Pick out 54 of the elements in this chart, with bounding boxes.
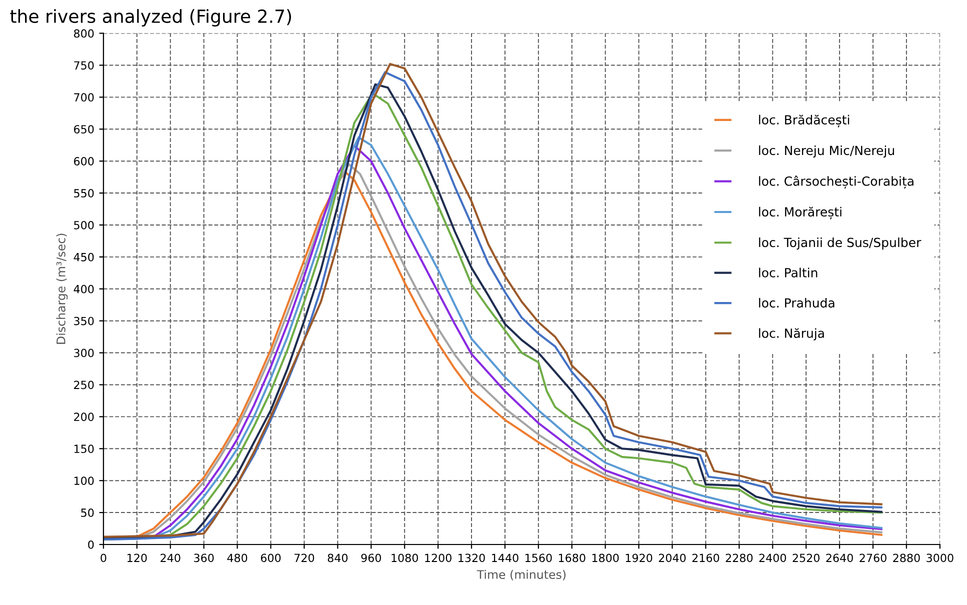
x-tick-label: 2160 <box>692 554 720 562</box>
y-tick-label: 150 <box>74 444 94 454</box>
y-tick-label: 450 <box>74 252 94 262</box>
y-tick-label: 350 <box>74 316 94 326</box>
legend-label: loc. Năruja <box>759 328 824 340</box>
y-tick-label: 650 <box>74 125 94 134</box>
x-tick-label: 1080 <box>392 554 418 562</box>
y-tick-label: 100 <box>74 476 94 485</box>
x-tick-label: 1200 <box>425 554 452 562</box>
x-tick-label: 960 <box>361 554 381 562</box>
legend-label: loc. Tojanii de Sus/Spulber <box>759 237 922 250</box>
text: the rivers analyzed (Figure 2.7) <box>10 9 292 27</box>
legend-label: loc. Paltin <box>759 268 818 278</box>
y-tick-label: 400 <box>74 284 94 294</box>
x-tick-label: 2520 <box>792 554 820 562</box>
x-tick-label: 2040 <box>658 554 686 562</box>
y-tick-label: 300 <box>74 348 94 358</box>
x-tick-label: 360 <box>194 554 214 562</box>
x-axis-title: Time (minutes) <box>476 570 566 580</box>
x-tick-label: 2280 <box>726 554 753 562</box>
x-tick-label: 2880 <box>893 554 920 562</box>
x-tick-label: 1800 <box>592 554 619 562</box>
legend-label: loc. Cârsochești-Corabița <box>759 176 914 189</box>
y-axis-title: Discharge (m³/sec) <box>56 234 68 344</box>
x-tick-label: 0 <box>100 554 106 562</box>
y-tick-label: 600 <box>74 157 94 166</box>
x-tick-label: 2760 <box>860 554 886 562</box>
x-tick-label: 240 <box>160 554 180 562</box>
y-tick-label: 500 <box>74 220 94 230</box>
y-tick-label: 50 <box>81 508 94 517</box>
x-tick-label: 600 <box>260 554 281 562</box>
x-tick-label: 1680 <box>558 554 586 562</box>
x-tick-label: 120 <box>128 554 147 562</box>
y-tick-label: 700 <box>74 93 94 102</box>
x-tick-label: 1920 <box>626 554 652 562</box>
x-tick-label: 720 <box>294 554 314 562</box>
x-tick-label: 3000 <box>926 554 954 562</box>
y-tick-label: 550 <box>74 189 94 198</box>
y-tick-label: 0 <box>88 540 94 549</box>
y-tick-label: 750 <box>74 61 94 70</box>
legend-label: loc. Prahuda <box>759 298 834 308</box>
legend-label: loc. Nereju Mic/Nereju <box>759 145 894 158</box>
y-tick-label: 200 <box>74 412 94 422</box>
x-tick-label: 480 <box>227 554 248 562</box>
x-tick-label: 840 <box>328 554 348 562</box>
x-tick-label: 1560 <box>526 554 552 562</box>
legend-label: loc. Morărești <box>759 206 842 220</box>
x-tick-label: 1440 <box>492 554 518 562</box>
legend-label: loc. Brădăcești <box>759 114 850 128</box>
x-tick-label: 1320 <box>458 554 485 562</box>
y-tick-label: 800 <box>74 29 94 38</box>
y-tick-label: 250 <box>74 380 94 390</box>
x-tick-label: 2400 <box>759 554 786 562</box>
x-tick-label: 2640 <box>826 554 853 562</box>
